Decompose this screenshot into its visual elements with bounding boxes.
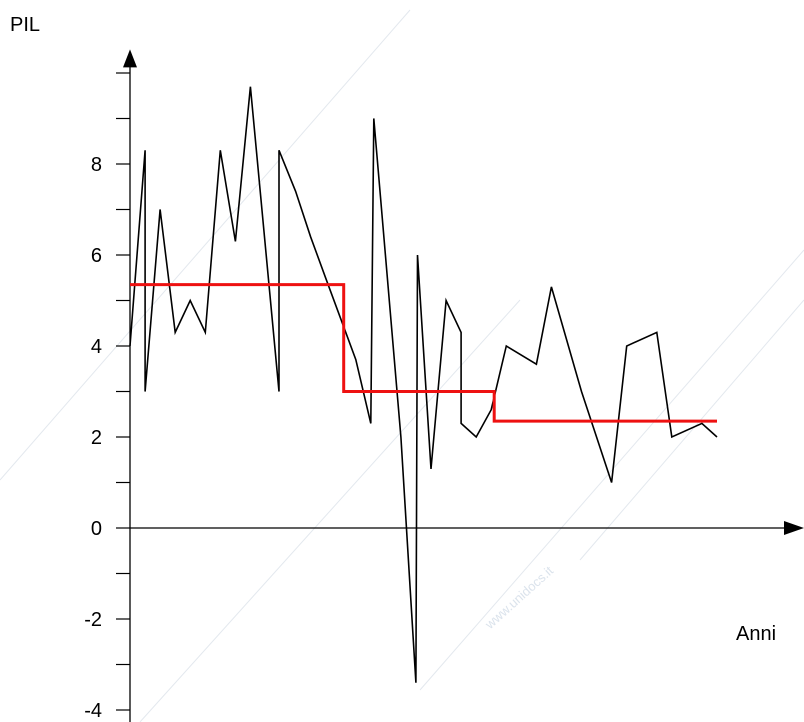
y-axis-label: PIL bbox=[10, 14, 40, 36]
watermark-text: www.unidocs.it bbox=[481, 563, 556, 633]
y-tick-label: 4 bbox=[91, 336, 102, 358]
y-tick-label: -4 bbox=[84, 700, 102, 722]
y-tick-label: 6 bbox=[91, 245, 102, 267]
y-tick-label: 8 bbox=[91, 154, 102, 176]
y-tick-label: -2 bbox=[84, 609, 102, 631]
x-axis-arrow bbox=[784, 521, 804, 535]
series-group bbox=[129, 86, 718, 683]
y-tick-label: 0 bbox=[91, 518, 102, 540]
y-tick-label: 2 bbox=[91, 427, 102, 449]
y-axis-arrow bbox=[123, 49, 137, 68]
step-mean-line bbox=[130, 283, 717, 423]
y-ticks: -4 -2 0 2 4 6 8 bbox=[84, 72, 130, 722]
pil-line bbox=[129, 86, 718, 683]
x-axis-label: Anni bbox=[736, 623, 776, 645]
watermark-lines bbox=[0, 9, 804, 722]
axes bbox=[123, 49, 804, 722]
